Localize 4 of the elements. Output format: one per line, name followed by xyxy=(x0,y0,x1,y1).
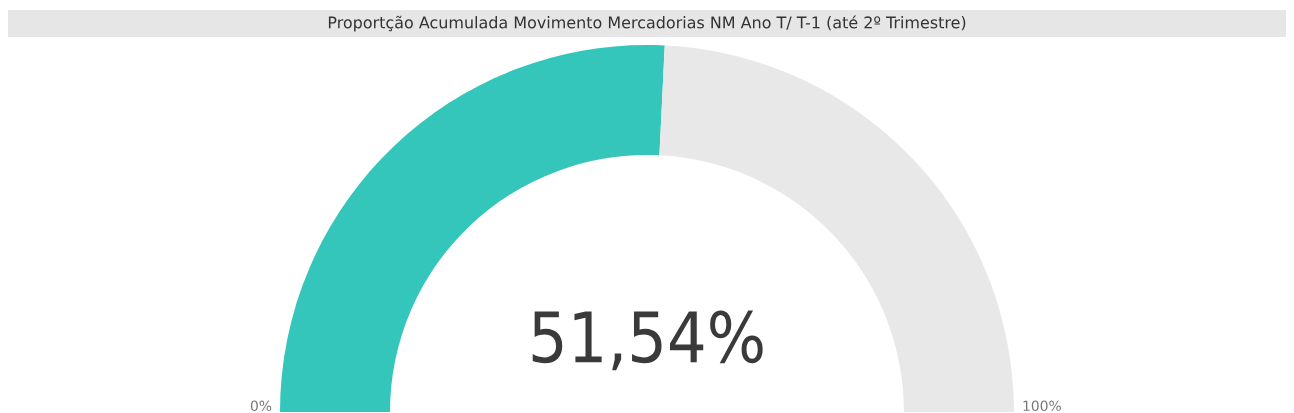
text: 0% xyxy=(250,400,272,412)
chart-title: Proportção Acumulada Movimento Mercadorias NM Ano T/ T-1 (até 2º Trimestre) xyxy=(328,15,966,32)
data-label: 51,54% xyxy=(532,310,763,371)
text: 100% xyxy=(1023,400,1061,412)
